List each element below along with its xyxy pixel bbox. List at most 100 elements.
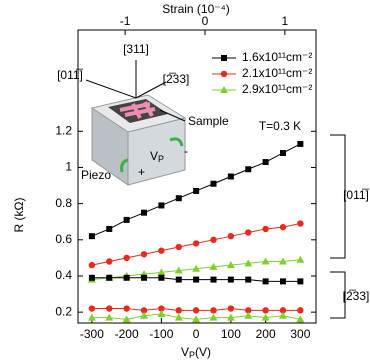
bracket-label: [011̅] [343,188,369,202]
axis-line [135,81,167,99]
marker [227,173,234,180]
marker [141,209,148,216]
marker [158,247,165,254]
marker [279,223,287,231]
marker [192,315,201,323]
inset-label: + [138,165,145,179]
y-tick-label: 0.2 [55,304,72,318]
legend-marker [220,70,228,78]
inset-label: - [184,144,188,158]
marker [279,149,286,156]
marker [158,274,165,281]
marker [87,313,96,321]
marker [245,307,252,314]
marker [209,313,218,321]
marker [174,313,183,321]
x-tick-label: 100 [221,327,241,341]
marker [279,307,287,314]
x2-tick-label: 0 [202,14,209,28]
inset: [311] [011̅] [2̅33] Sample Piezo VP + - [57,42,229,186]
marker [123,274,130,281]
marker [279,278,286,285]
marker [175,195,182,202]
legend-label: 2.1x10¹¹cm⁻² [242,66,312,80]
marker [158,202,165,209]
marker [245,229,252,236]
marker [192,307,200,314]
marker [297,278,304,285]
marker [106,258,113,265]
wire [169,137,184,147]
vp-main: V [150,149,158,163]
marker [193,187,200,194]
legend-label: 1.6x10¹¹cm⁻² [242,50,312,64]
marker [175,243,182,251]
marker [106,225,113,232]
inset-label: Sample [188,114,229,128]
inset-label: [011̅] [57,68,83,82]
marker [140,311,149,319]
marker [296,315,305,323]
marker [157,309,166,317]
marker [123,254,130,262]
marker [244,259,253,267]
inset-label: VP [150,149,164,164]
inset-label: Piezo [81,168,111,182]
marker [210,180,217,187]
marker [210,236,217,244]
legend-label: 2.9x10¹¹cm⁻² [242,82,312,96]
marker [262,278,269,285]
bracket [330,134,346,259]
marker [123,216,130,223]
y-tick-label: 0.8 [55,196,72,210]
marker [157,268,166,276]
marker [140,307,148,314]
marker [158,305,165,312]
marker [262,225,269,233]
axis-line [85,79,137,99]
hall-bar [119,101,156,119]
x-label-unit: (V) [195,345,211,359]
bracket [330,271,346,319]
pointer [159,109,186,122]
marker [297,220,304,227]
legend-marker [221,55,227,61]
annotation: T=0.3 K [259,119,301,133]
y-tick-label: 0.4 [55,268,72,282]
wire [120,158,129,173]
marker [140,251,148,258]
marker [141,274,148,281]
y-tick-label: 0.6 [55,232,72,246]
marker [297,140,304,147]
marker [227,305,235,312]
marker [88,233,95,240]
marker [122,315,131,323]
marker [227,232,235,240]
y-axis-title: R (kΩ) [12,198,26,233]
marker [262,307,269,314]
marker [193,276,200,283]
marker [296,255,305,263]
marker [210,307,217,314]
marker [175,307,182,314]
x-tick-label: 300 [290,327,310,341]
x-tick-label: -100 [149,327,173,341]
marker [278,311,287,319]
y-tick-label: 1.2 [55,123,72,137]
x-tick-label: 0 [193,327,200,341]
marker [174,266,183,274]
plot-frame [77,29,317,324]
marker [245,166,252,173]
inset-label: [2̅33] [163,72,190,86]
x-label-main: V [181,345,189,359]
marker [227,276,234,283]
marker [88,274,95,281]
marker [192,240,200,247]
marker [105,313,114,321]
marker [262,159,269,166]
marker [88,261,96,269]
marker [209,262,218,270]
y-tick-label: 1 [65,160,72,174]
marker [245,276,252,283]
